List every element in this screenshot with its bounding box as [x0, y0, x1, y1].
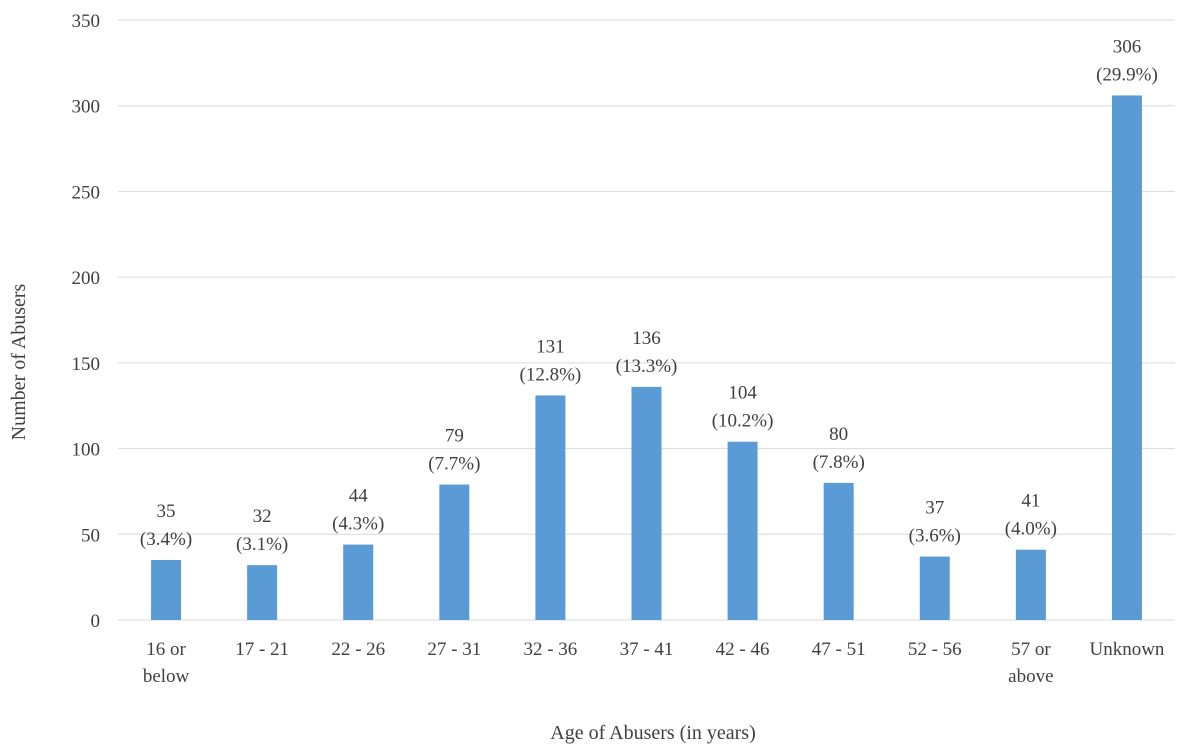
bar	[1112, 95, 1142, 620]
data-label-percent: (13.3%)	[616, 356, 678, 377]
x-category-label: 32 - 36	[523, 639, 577, 660]
data-label-percent: (4.3%)	[332, 514, 384, 535]
x-category-label: 57 or	[1011, 639, 1051, 660]
y-tick-label: 300	[72, 97, 101, 118]
data-label-value: 37	[925, 498, 944, 519]
x-category-label: 42 - 46	[716, 639, 770, 660]
bar	[343, 545, 373, 620]
bar	[1016, 550, 1046, 620]
y-tick-label: 350	[72, 11, 101, 32]
data-label-percent: (10.2%)	[712, 411, 774, 432]
y-axis-title: Number of Abusers	[8, 283, 30, 440]
bar	[535, 395, 565, 620]
y-tick-label: 150	[72, 354, 101, 375]
bar	[728, 442, 758, 620]
x-axis-categories: 16 or below 17 - 21 22 - 26 27 - 31 32 - 36 37…	[143, 639, 1165, 687]
data-label-percent: (29.9%)	[1096, 64, 1158, 85]
data-label-percent: (3.6%)	[909, 526, 961, 547]
x-category-label: 47 - 51	[812, 639, 866, 660]
y-axis-ticks: 0 50 100 150 200 250 300 350	[72, 11, 101, 632]
data-label-value: 79	[445, 426, 464, 447]
data-label-value: 104	[728, 383, 757, 404]
data-label-percent: (12.8%)	[520, 364, 582, 385]
data-label-percent: (4.0%)	[1005, 519, 1057, 540]
x-category-label: 27 - 31	[427, 639, 481, 660]
bar	[920, 557, 950, 620]
bar	[247, 565, 277, 620]
data-label-value: 35	[157, 501, 176, 522]
data-label-percent: (3.4%)	[140, 529, 192, 550]
data-label-value: 136	[632, 328, 661, 349]
bar	[439, 485, 469, 620]
data-label-percent: (7.8%)	[813, 452, 865, 473]
data-label-value: 41	[1021, 491, 1040, 512]
x-category-label: 52 - 56	[908, 639, 962, 660]
bar	[632, 387, 662, 620]
data-label-value: 306	[1113, 36, 1142, 57]
x-category-label: 22 - 26	[331, 639, 385, 660]
data-label-value: 80	[829, 424, 848, 445]
y-tick-label: 0	[91, 611, 101, 632]
x-category-label: below	[143, 666, 190, 687]
x-category-label: Unknown	[1089, 639, 1164, 660]
x-category-label: 16 or	[146, 639, 186, 660]
data-label-value: 32	[253, 506, 272, 527]
x-axis-title: Age of Abusers (in years)	[550, 722, 756, 744]
y-tick-label: 100	[72, 440, 101, 461]
y-tick-label: 50	[81, 525, 100, 546]
x-category-label: 37 - 41	[620, 639, 674, 660]
bar	[824, 483, 854, 620]
y-tick-label: 250	[72, 182, 101, 203]
x-category-label: above	[1008, 666, 1053, 687]
y-tick-label: 200	[72, 268, 101, 289]
data-label-percent: (7.7%)	[428, 454, 480, 475]
data-label-value: 44	[349, 486, 369, 507]
x-category-label: 17 - 21	[235, 639, 289, 660]
data-label-value: 131	[536, 336, 565, 357]
data-label-percent: (3.1%)	[236, 534, 288, 555]
bar	[151, 560, 181, 620]
